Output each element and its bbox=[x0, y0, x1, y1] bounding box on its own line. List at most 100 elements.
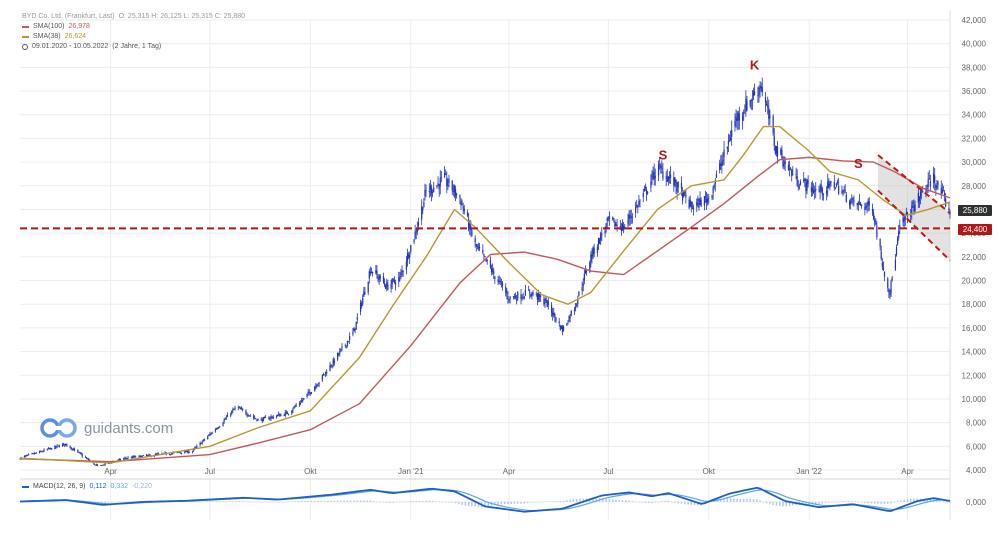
candle-body bbox=[349, 336, 351, 341]
candle-body bbox=[871, 208, 874, 213]
chart-legend: BYD Co. Ltd. (Frankfurt, Last) O: 25,315… bbox=[22, 12, 245, 52]
macd-histogram-bar bbox=[307, 500, 309, 502]
candle-body bbox=[904, 216, 906, 220]
candle-body bbox=[379, 275, 381, 279]
macd-histogram-bar bbox=[687, 501, 689, 505]
candle-body bbox=[547, 301, 549, 305]
candle-body bbox=[635, 206, 637, 213]
candle-body bbox=[260, 418, 262, 420]
candle-body bbox=[890, 281, 892, 294]
candle-body bbox=[268, 417, 270, 420]
candle-body bbox=[303, 398, 305, 400]
candle-body bbox=[788, 168, 791, 170]
candle-body bbox=[55, 446, 57, 448]
macd-histogram-bar bbox=[824, 501, 827, 503]
macd-histogram-bar bbox=[114, 501, 116, 503]
macd-histogram-bar bbox=[435, 501, 437, 502]
y-tick-label: 16,000 bbox=[962, 324, 987, 333]
date-range-row[interactable]: 09.01.2020 - 10.05.2022 (2 Jahre, 1 Tag) bbox=[22, 42, 245, 52]
candle-body bbox=[826, 190, 828, 195]
macd-histogram-bar bbox=[543, 501, 545, 503]
candle-body bbox=[63, 443, 65, 445]
pattern-label: K bbox=[750, 58, 760, 73]
candle-body bbox=[492, 269, 494, 272]
macd-histogram-bar bbox=[684, 501, 686, 505]
guidants-logo-icon bbox=[40, 418, 77, 438]
candle-body bbox=[42, 451, 44, 453]
candle-body bbox=[918, 196, 921, 202]
candle-body bbox=[913, 205, 915, 212]
candle-body bbox=[805, 182, 807, 192]
candle-body bbox=[209, 434, 211, 435]
sma38-legend: SMA(38) 26,624 bbox=[22, 32, 245, 42]
macd-histogram-bar bbox=[539, 501, 542, 503]
candle-body bbox=[726, 146, 728, 149]
macd-histogram-bar bbox=[104, 501, 106, 503]
candle-body bbox=[448, 178, 450, 184]
x-tick-label: Okt bbox=[304, 467, 317, 476]
candle-body bbox=[689, 199, 691, 207]
y-tick-label: 14,000 bbox=[962, 348, 987, 357]
candle-body bbox=[65, 443, 67, 445]
macd-histogram-bar bbox=[677, 501, 679, 504]
macd-histogram-bar bbox=[232, 501, 234, 502]
macd-histogram-bar bbox=[503, 501, 506, 505]
y-tick-label: 4,000 bbox=[966, 466, 987, 475]
candle-body bbox=[347, 341, 350, 343]
candle-body bbox=[902, 217, 904, 223]
candle-body bbox=[629, 215, 631, 219]
macd-histogram-bar bbox=[291, 501, 293, 502]
candle-body bbox=[638, 201, 640, 206]
y-tick-label: 8,000 bbox=[966, 419, 987, 428]
candle-body bbox=[764, 97, 767, 103]
y-tick-label: 32,000 bbox=[962, 134, 987, 143]
candle-body bbox=[752, 91, 755, 97]
candle-body bbox=[736, 118, 738, 121]
candle-body bbox=[601, 233, 603, 236]
candle-body bbox=[23, 456, 25, 457]
candle-body bbox=[914, 204, 916, 211]
macd-histogram-bar bbox=[107, 501, 110, 503]
candle-body bbox=[644, 187, 647, 189]
sma100-swatch bbox=[22, 26, 29, 28]
macd-histogram-bar bbox=[916, 498, 918, 502]
candle-body bbox=[919, 191, 922, 197]
candle-body bbox=[77, 449, 79, 452]
macd-histogram-bar bbox=[870, 501, 873, 504]
candle-body bbox=[321, 374, 323, 381]
sma100-legend: SMA(100) 26,978 bbox=[22, 22, 245, 32]
candle-body bbox=[318, 382, 320, 384]
macd-histogram-bar bbox=[582, 498, 584, 502]
candle-body bbox=[553, 312, 555, 316]
macd-histogram-bar bbox=[579, 498, 581, 502]
candle-body bbox=[118, 459, 120, 460]
candle-body bbox=[948, 207, 950, 211]
macd-histogram-bar bbox=[189, 501, 191, 503]
candle-body bbox=[201, 441, 203, 444]
candle-body bbox=[921, 190, 923, 192]
candle-body bbox=[516, 299, 518, 301]
candle-body bbox=[208, 434, 210, 436]
macd-histogram-bar bbox=[880, 501, 882, 504]
candle-body bbox=[255, 418, 257, 419]
candle-body bbox=[345, 345, 347, 347]
macd-histogram-bar bbox=[196, 501, 198, 502]
candle-body bbox=[698, 203, 700, 209]
candle-body bbox=[425, 190, 427, 191]
macd-histogram-bar bbox=[323, 500, 326, 502]
candle-body bbox=[707, 198, 709, 203]
candle-body bbox=[352, 331, 354, 335]
macd-histogram-bar bbox=[127, 501, 129, 502]
candle-body bbox=[559, 325, 561, 330]
candle-body bbox=[616, 224, 618, 226]
candle-body bbox=[665, 176, 667, 179]
candle-body bbox=[230, 414, 232, 416]
candle-body bbox=[749, 99, 751, 107]
candle-body bbox=[207, 436, 209, 440]
macd-histogram-bar bbox=[736, 498, 738, 502]
macd-histogram-bar bbox=[451, 501, 453, 503]
x-tick-label: Jul bbox=[603, 467, 613, 476]
candle-body bbox=[608, 216, 611, 219]
macd-histogram-bar bbox=[497, 501, 499, 505]
candle-body bbox=[699, 198, 701, 205]
